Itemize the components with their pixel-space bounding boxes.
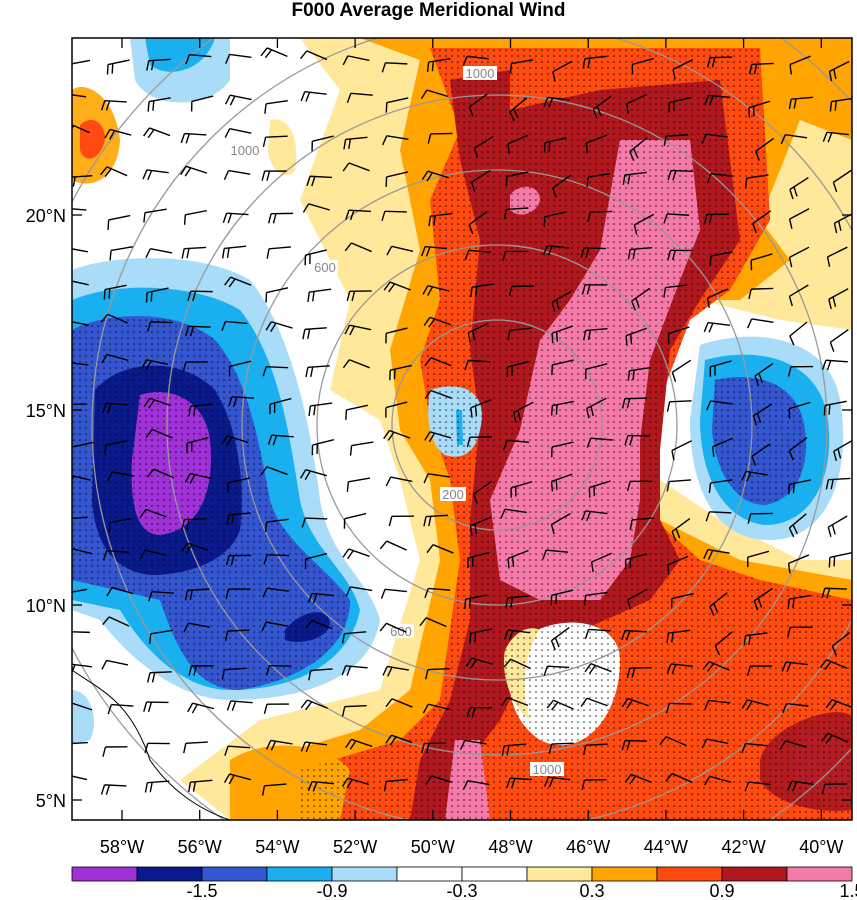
lon-label: 52°W [333,837,377,857]
colorbar-label: 0.9 [709,881,734,900]
colorbar: -1.5 -0.9 -0.3 0.3 0.9 1.5 [71,866,857,900]
colorbar-label: 1.5 [839,881,857,900]
colorbar-label: 0.3 [579,881,604,900]
lat-label: 5°N [36,791,66,811]
lon-label: 48°W [488,837,532,857]
colorbar-swatch [266,866,333,882]
lon-label: 40°W [799,837,843,857]
colorbar-swatch [201,866,268,882]
ring-labels: 200 600 600 1000 1000 1000 [228,66,564,777]
negative-top-sky [145,38,215,72]
spot-yellow-1 [268,119,297,175]
latitude-axis: 20°N 15°N 10°N 5°N [26,206,852,811]
lon-label: 42°W [721,837,765,857]
colorbar-label: -0.3 [446,881,477,900]
lon-label: 50°W [411,837,455,857]
lon-label: 46°W [566,837,610,857]
lon-label: 54°W [255,837,299,857]
colorbar-swatch [786,866,853,882]
ring-label-1000-n: 1000 [466,66,495,81]
lon-label: 56°W [178,837,222,857]
longitude-axis: 58°W 56°W 54°W 52°W 50°W 48°W 46°W 44°W 42°W 40°W [100,38,843,857]
wind-barbs [72,47,852,796]
colorbar-swatch [656,866,723,882]
lat-label: 15°N [26,401,66,421]
ring-label-1000-nw: 1000 [231,143,260,158]
colorbar-swatch [331,866,398,882]
ring-label-600-nw: 600 [314,260,336,275]
colorbar-swatch [396,866,463,882]
range-rings [72,38,852,820]
colorbar-swatch [721,866,788,882]
lon-label: 44°W [644,837,688,857]
coastline [72,669,231,820]
lat-label: 20°N [26,206,66,226]
colorbar-swatch [591,866,658,882]
negative-sw [72,690,94,745]
map-title: F000 Average Meridional Wind [291,0,566,21]
lon-label: 58°W [100,837,144,857]
colorbar-swatch [136,866,203,882]
spot-nw-core [80,120,105,159]
colorbar-label: -1.5 [186,881,217,900]
shading-layer [72,38,852,820]
colorbar-label: -0.9 [316,881,347,900]
ring-label-1000-s: 1000 [533,762,562,777]
ring-label-200: 200 [442,487,464,502]
lat-label: 10°N [26,596,66,616]
colorbar-swatch [526,866,593,882]
colorbar-swatch [461,866,528,882]
plot-frame [71,37,853,821]
colorbar-swatch [71,866,138,882]
